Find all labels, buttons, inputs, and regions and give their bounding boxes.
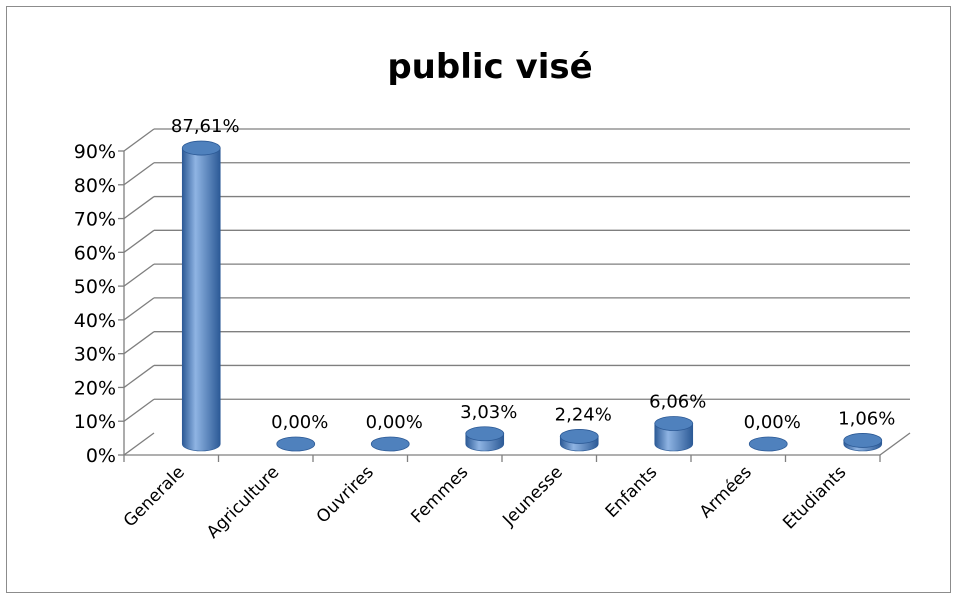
chart-title: public visé <box>387 47 592 87</box>
y-tick-label: 0% <box>86 445 116 467</box>
y-tick-label: 40% <box>74 310 116 332</box>
bar-top <box>276 436 316 452</box>
bar <box>748 436 788 452</box>
data-label: 1,06% <box>838 408 895 429</box>
data-label: 0,00% <box>366 412 423 433</box>
data-label: 87,61% <box>171 116 240 137</box>
data-label: 0,00% <box>271 412 328 433</box>
data-label: 6,06% <box>649 392 706 413</box>
bar <box>465 426 505 452</box>
bar <box>559 429 599 452</box>
wall-gridline <box>123 297 155 321</box>
bar-top <box>748 436 788 452</box>
y-axis-tick-labels: 0% 10% 20% 30% 40% 50% 60% 70% 80% 90% <box>74 141 116 467</box>
bar <box>370 436 410 452</box>
bar <box>654 416 694 452</box>
wall-gridline <box>123 432 155 456</box>
bar-top <box>181 140 221 156</box>
wall-gridline <box>123 398 155 422</box>
wall-gridline <box>123 196 155 220</box>
category-label: Enfants <box>602 462 662 522</box>
x-axis-category-labels: Generale Agriculture Ouvrires Femmes Jeuness… <box>120 462 851 542</box>
chart-frame <box>6 6 951 593</box>
y-tick-label: 70% <box>74 209 116 231</box>
y-tick-label: 80% <box>74 175 116 197</box>
data-label: 0,00% <box>744 412 801 433</box>
bar-top <box>465 426 505 442</box>
bar-top <box>654 416 694 431</box>
y-tick-label: 30% <box>74 344 116 366</box>
y-tick-label: 90% <box>74 141 116 163</box>
wall-gridline <box>123 364 155 388</box>
data-label: 3,03% <box>460 402 517 423</box>
bar-body <box>654 423 694 452</box>
y-tick-label: 20% <box>74 377 116 399</box>
bar <box>181 140 221 452</box>
bar <box>843 433 883 452</box>
axes <box>118 150 911 462</box>
wall-gridline <box>123 229 155 253</box>
bars <box>181 140 883 452</box>
bar-top <box>559 429 599 444</box>
gridlines <box>123 128 910 456</box>
category-label: Agriculture <box>203 462 283 542</box>
y-tick-label: 10% <box>74 411 116 433</box>
bar-body <box>181 147 221 452</box>
bar-top <box>843 433 883 448</box>
data-labels: 87,61% 0,00% 0,00% 3,03% 2,24% 6,06% 0,00% 1,06… <box>171 116 895 433</box>
y-tick-label: 60% <box>74 242 116 264</box>
wall-gridline <box>123 162 155 186</box>
floor-edge <box>879 432 911 456</box>
data-label: 2,24% <box>555 404 612 425</box>
wall-gridline <box>123 331 155 355</box>
category-label: Generale <box>120 462 189 531</box>
bar-top <box>370 436 410 452</box>
wall-gridline <box>123 128 155 152</box>
bar <box>276 436 316 452</box>
category-label: Armées <box>696 462 756 522</box>
wall-gridline <box>123 263 155 287</box>
category-label: Etudiants <box>779 462 850 533</box>
category-label: Femmes <box>407 462 472 527</box>
y-tick-label: 50% <box>74 276 116 298</box>
category-label: Ouvrires <box>313 462 378 527</box>
category-label: Jeunesse <box>498 462 566 530</box>
